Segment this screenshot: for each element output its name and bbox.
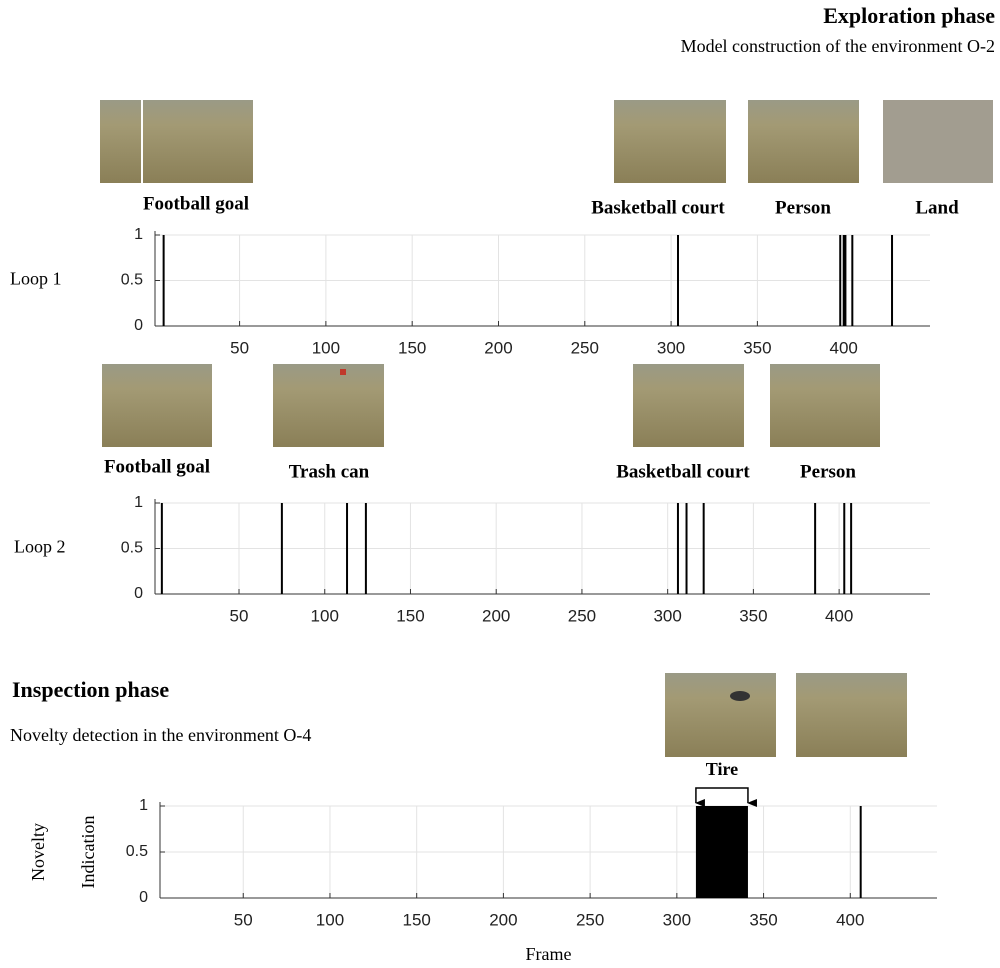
x-tick-label: 50 [230, 606, 249, 625]
annotation-bracket [694, 787, 757, 807]
y-tick-label: 0 [134, 317, 143, 334]
x-tick-label: 400 [825, 606, 853, 625]
x-tick-label: 350 [743, 338, 771, 357]
row-label: Loop 2 [14, 537, 66, 557]
annotation: Tire [706, 759, 738, 779]
y-tick-label: 0.5 [121, 272, 143, 289]
phase-title: Exploration phase [823, 3, 995, 28]
photos [100, 100, 993, 757]
image-label: Football goal [143, 193, 249, 214]
photo [796, 673, 907, 757]
x-tick-label: 300 [653, 606, 681, 625]
x-tick-label: 250 [568, 606, 596, 625]
phase-subtitle: Model construction of the environment O-… [681, 36, 995, 56]
photo-detail [340, 369, 346, 375]
x-tick-label: 300 [657, 338, 685, 357]
photo [273, 364, 384, 447]
y-tick-label: 0 [139, 889, 148, 906]
photo [665, 673, 776, 757]
image-label: Football goal [104, 456, 210, 477]
y-tick-label: 1 [134, 226, 143, 243]
x-axis-label: Frame [526, 944, 572, 964]
image-label: Person [775, 197, 831, 218]
x-tick-label: 250 [576, 910, 604, 929]
image-label: Trash can [289, 461, 370, 482]
x-tick-label: 400 [830, 338, 858, 357]
x-tick-label: 100 [316, 910, 344, 929]
x-tick-label: 100 [312, 338, 340, 357]
x-tick-label: 150 [403, 910, 431, 929]
x-tick-label: 50 [234, 910, 253, 929]
x-tick-label: 200 [482, 606, 510, 625]
x-tick-label: 100 [311, 606, 339, 625]
x-tick-label: 300 [663, 910, 691, 929]
y-tick-label: 0 [134, 585, 143, 602]
image-label: Basketball court [591, 197, 725, 218]
image-label: Basketball court [616, 461, 750, 482]
y-axis-label: Novelty [28, 823, 48, 881]
photo [770, 364, 880, 447]
novelty-region [695, 806, 748, 898]
x-tick-label: 200 [489, 910, 517, 929]
x-tick-label: 150 [396, 606, 424, 625]
photo [614, 100, 726, 183]
x-tick-label: 50 [230, 338, 249, 357]
x-tick-label: 350 [749, 910, 777, 929]
x-tick-label: 150 [398, 338, 426, 357]
phase-title: Inspection phase [12, 677, 169, 702]
x-tick-label: 250 [571, 338, 599, 357]
photo [633, 364, 744, 447]
x-tick-label: 400 [836, 910, 864, 929]
image-label: Person [800, 461, 856, 482]
y-tick-label: 1 [139, 797, 148, 814]
y-tick-label: 1 [134, 494, 143, 511]
phase-subtitle: Novelty detection in the environment O-4 [10, 725, 311, 745]
row-label: Loop 1 [10, 269, 62, 289]
photo [883, 100, 993, 183]
photo [100, 100, 253, 183]
x-tick-label: 200 [484, 338, 512, 357]
image-label: Land [915, 197, 959, 218]
photo [748, 100, 859, 183]
y-axis-label: Indication [78, 816, 98, 889]
y-tick-label: 0.5 [126, 843, 148, 860]
y-tick-label: 0.5 [121, 540, 143, 557]
photo-detail [730, 691, 750, 701]
photo [102, 364, 212, 447]
x-tick-label: 350 [739, 606, 767, 625]
